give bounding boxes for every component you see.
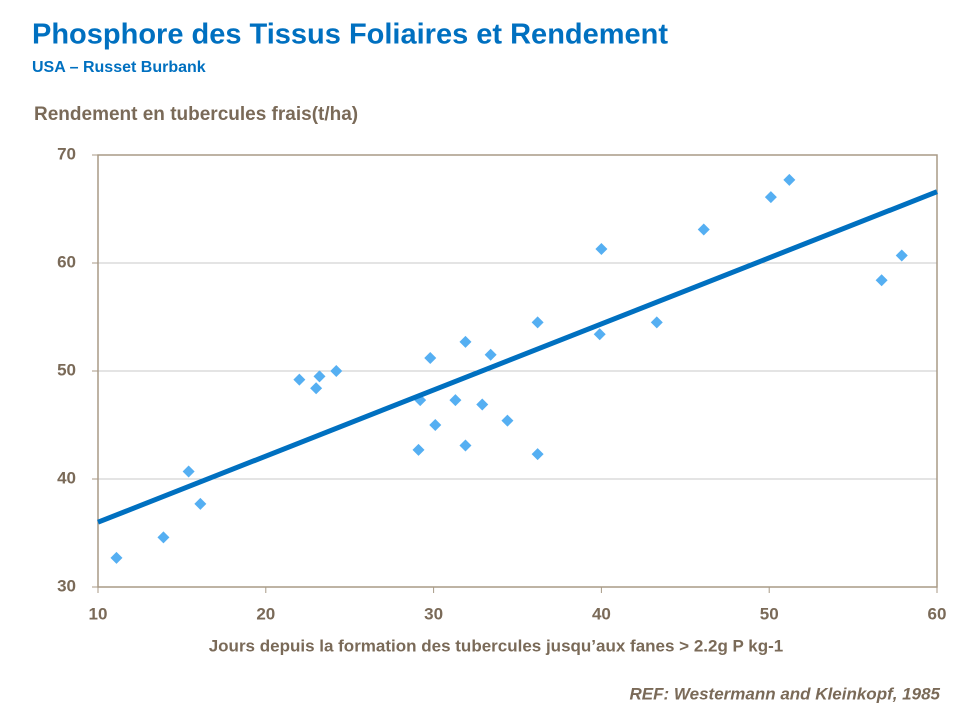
data-point	[595, 242, 608, 255]
chart-subtitle: USA – Russet Burbank	[32, 59, 206, 76]
data-point	[459, 439, 472, 452]
data-point	[313, 370, 326, 383]
y-tick-label: 70	[57, 144, 76, 163]
data-point	[531, 448, 544, 461]
data-point	[157, 531, 170, 544]
x-tick-label: 20	[256, 604, 275, 623]
x-tick-label: 40	[592, 604, 611, 623]
data-point	[697, 223, 710, 236]
x-tick-label: 10	[89, 604, 108, 623]
y-tick-label: 60	[57, 252, 76, 271]
chart-title: Phosphore des Tissus Foliaires et Rendem…	[32, 19, 668, 51]
data-point	[875, 274, 888, 287]
x-tick-label: 60	[928, 604, 947, 623]
data-point	[310, 382, 323, 395]
data-point	[194, 497, 207, 510]
y-tick-label: 50	[57, 360, 76, 379]
data-point	[650, 316, 663, 329]
data-point	[783, 173, 796, 186]
data-point	[593, 328, 606, 341]
data-point	[895, 249, 908, 262]
data-point	[412, 443, 425, 456]
plot-frame	[97, 154, 938, 588]
source-note: REF: Westermann and Kleinkopf, 1985	[630, 684, 941, 703]
data-point	[424, 352, 437, 365]
data-point	[531, 316, 544, 329]
data-point	[501, 414, 514, 427]
data-point	[484, 348, 497, 361]
data-point	[459, 335, 472, 348]
data-point	[293, 373, 306, 386]
data-point	[182, 465, 195, 478]
x-axis-label: Jours depuis la formation des tubercules…	[209, 636, 784, 655]
x-tick-label: 50	[760, 604, 779, 623]
data-point	[449, 394, 462, 407]
data-point	[330, 365, 343, 377]
data-point	[476, 398, 489, 411]
y-tick-label: 30	[57, 576, 76, 595]
y-axis-label: Rendement en tubercules frais(t/ha)	[34, 104, 358, 125]
data-point	[429, 419, 442, 431]
y-tick-label: 40	[57, 468, 76, 487]
data-point	[110, 551, 123, 564]
trend-line	[97, 189, 938, 525]
x-tick-label: 30	[424, 604, 443, 623]
data-point	[764, 191, 777, 204]
